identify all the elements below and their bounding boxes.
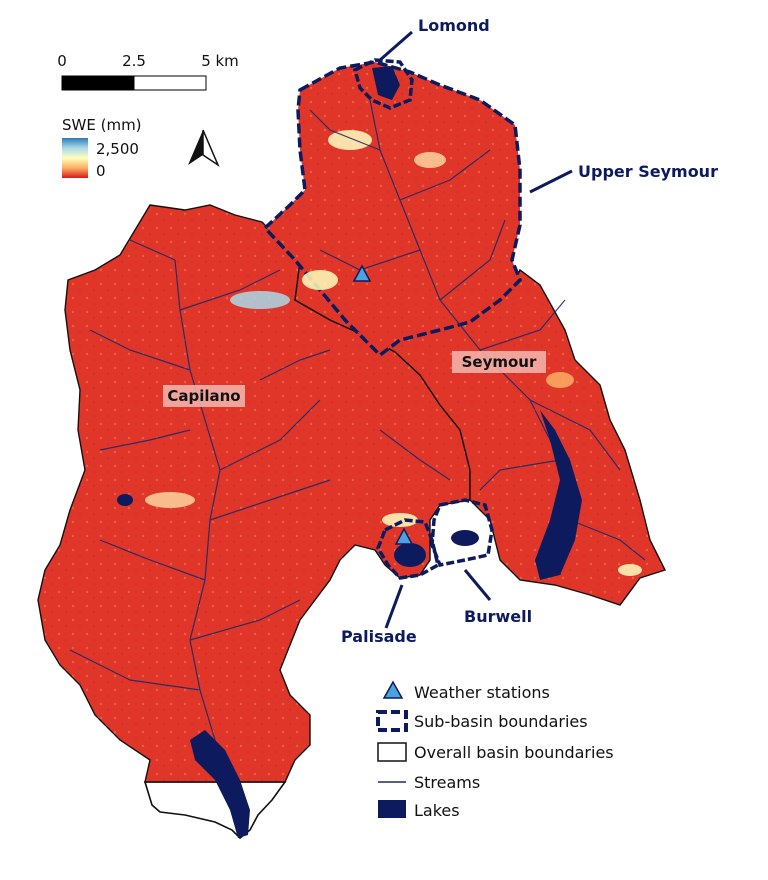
legend-lake-icon (378, 800, 406, 818)
map-legend (376, 680, 408, 818)
legend-weather-station-icon (382, 680, 404, 699)
legend-overall-basin-boundaries: Overall basin boundaries (414, 743, 614, 762)
label-leader-lines (379, 30, 573, 629)
upper-seymour-label: Upper Seymour (578, 162, 718, 181)
snow-patches (145, 130, 642, 576)
overall-basin-boundary (143, 781, 287, 840)
swe-legend-min: 0 (96, 162, 106, 180)
legend-sub-basin-boundaries: Sub-basin boundaries (414, 712, 588, 731)
burwell-sub-basin (430, 498, 494, 568)
legend-weather-stations: Weather stations (414, 683, 550, 702)
capilano-label: Capilano (167, 387, 240, 405)
weather-station-marker[interactable] (352, 264, 372, 282)
legend-overall-basin-icon (377, 742, 407, 762)
scale-tick-0: 0 (57, 52, 67, 70)
legend-lakes: Lakes (414, 801, 460, 820)
swe-legend-max: 2,500 (96, 140, 139, 158)
north-arrow-icon-right (202, 129, 220, 168)
palisade-label: Palisade (341, 627, 417, 646)
scale-tick-2-5: 2.5 (122, 52, 146, 70)
capilano-label-bg (163, 385, 245, 407)
seymour-label-bg (452, 351, 546, 373)
lomond-label: Lomond (418, 16, 490, 35)
swe-legend-title: SWE (mm) (62, 116, 142, 134)
palisade-sub-basin (376, 518, 441, 580)
weather-station-marker[interactable] (394, 527, 414, 545)
seymour-label: Seymour (462, 353, 537, 371)
scale-tick-5km: 5 km (201, 52, 239, 70)
burwell-label: Burwell (464, 607, 532, 626)
legend-sub-basin-icon (376, 710, 408, 732)
scale-bar (61, 75, 207, 91)
swe-color-ramp (62, 138, 88, 178)
north-arrow-icon (188, 130, 203, 165)
lakes (117, 66, 582, 838)
lomond-sub-basin (352, 58, 414, 110)
legend-streams: Streams (414, 773, 480, 792)
